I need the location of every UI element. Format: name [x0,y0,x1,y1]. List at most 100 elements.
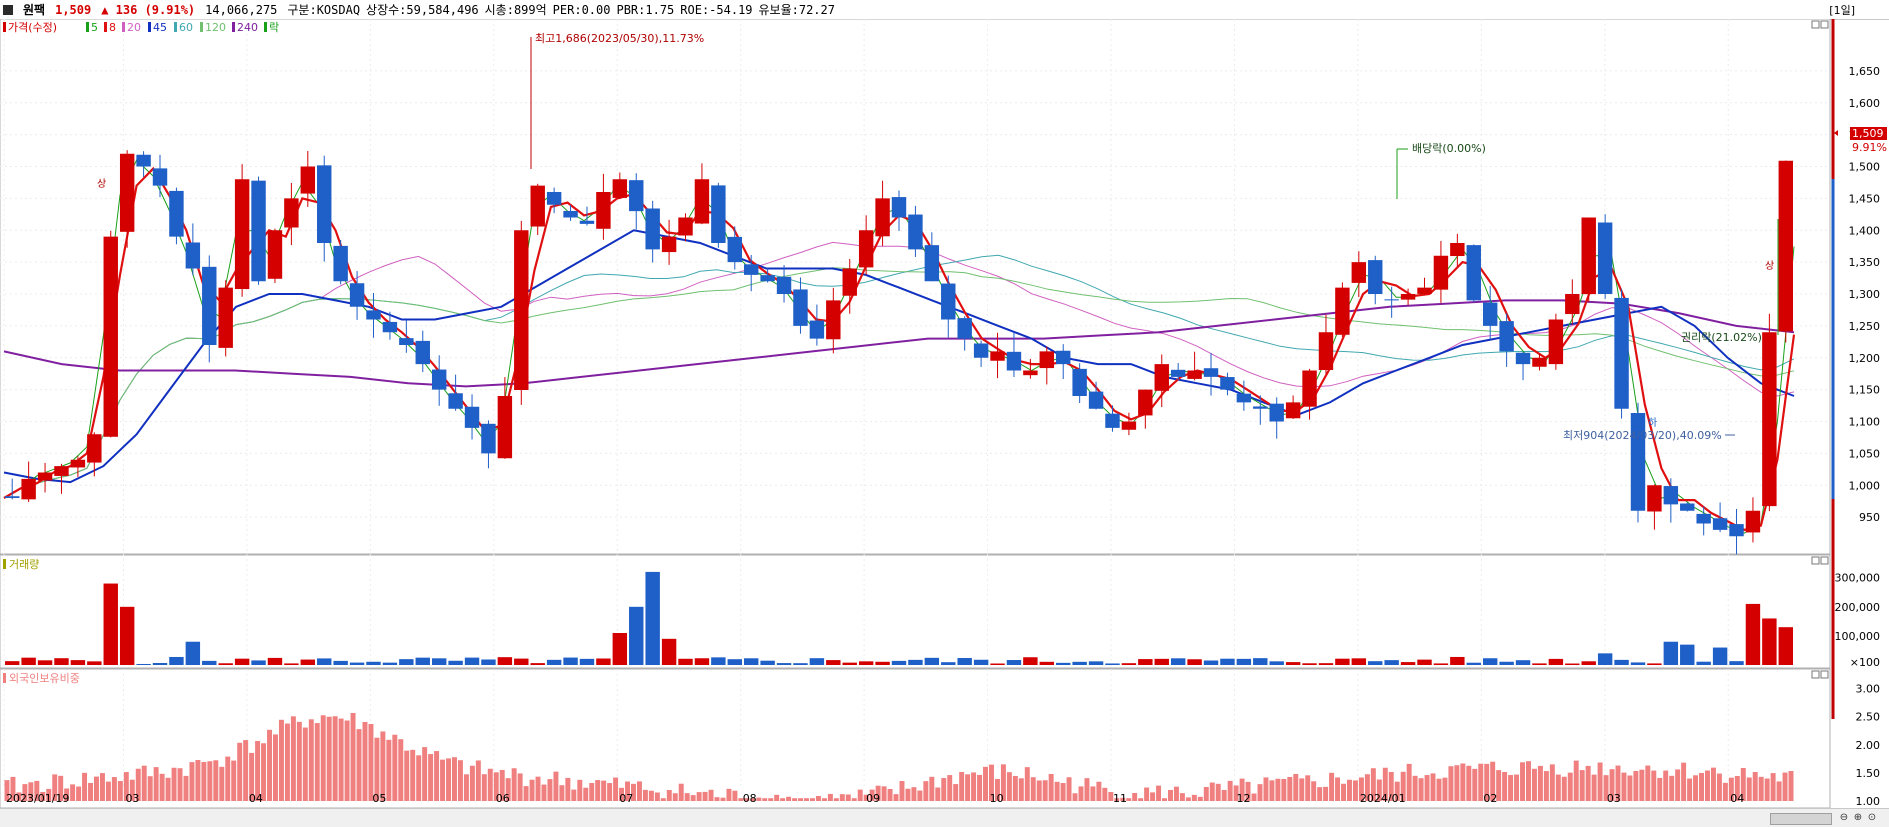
bottom-scrollbar[interactable]: ⊖ ⊕ ⊙ [0,808,1889,827]
volume-bar [464,657,480,665]
volume-bar [103,583,118,665]
price-tag-box [1850,127,1887,140]
legend-ma45: 45 [153,21,167,34]
foreign-bar [1287,776,1293,801]
foreign-legend: 외국인보유비중 [3,672,80,685]
foreign-bar [1012,775,1018,801]
foreign-bar [815,796,821,801]
volume-bar [1499,661,1514,665]
foreign-bar [428,754,434,801]
foreign-bar [1776,781,1782,801]
foreign-bar [231,760,237,801]
candle-body [793,289,808,326]
candle-body [21,478,36,500]
legend-ma120: 120 [205,21,226,34]
candle-body [661,236,677,253]
zoom-in-icon[interactable]: ⊕ [1853,812,1863,823]
foreign-bar [1084,778,1090,801]
foreign-bar [183,775,189,801]
foreign-bar [1352,780,1358,801]
foreign-bar [1585,765,1591,801]
zoom-out-icon[interactable]: ⊖ [1839,812,1849,823]
volume-bar [1680,644,1695,665]
volume-bar [1203,660,1219,665]
foreign-bar [1549,764,1555,801]
foreign-bar [517,773,523,801]
foreign-bar [714,797,720,801]
foreign-bar [863,794,869,801]
foreign-bar [225,756,231,801]
maximize-icon[interactable] [1811,556,1820,565]
foreign-bar [690,795,696,801]
foreign-bar [362,721,368,801]
high-annotation: 최고1,686(2023/05/30),11.73% [535,32,704,45]
legend-ma5: 5 [91,21,98,34]
foreign-bar [52,774,58,801]
foreign-bar [4,780,10,801]
foreign-tick-label: 1.00 [1856,795,1881,808]
foreign-bar [123,772,129,801]
volume-bar [645,571,660,665]
volume-bar [1302,663,1317,665]
foreign-panel-controls[interactable] [1811,670,1829,679]
volume-bar [1039,661,1055,665]
pbr-value: PBR:1.75 [616,2,675,17]
price-panel-controls[interactable] [1811,20,1829,29]
maximize-icon[interactable] [1811,670,1820,679]
volume-bar [1647,663,1662,665]
volume-bar [1400,662,1416,665]
foreign-bar [881,786,887,801]
foreign-bar [798,798,804,801]
candle-body [1532,357,1547,367]
price-tick-label: 1,450 [1849,192,1881,205]
foreign-bar [595,780,601,801]
candle-body [530,185,545,227]
foreign-bar [1722,782,1728,801]
candle-body [1351,262,1367,283]
last-price-tag: 1,509 9.91% [1834,127,1887,154]
foreign-bar [732,790,738,801]
roe-value: ROE:-54.19 [680,2,753,17]
candle-body [1712,518,1728,530]
candle-body [546,191,562,205]
foreign-bar [1758,776,1764,801]
foreign-bar [1597,762,1603,801]
foreign-bar [1526,761,1531,801]
volume-bar [858,661,874,665]
volume-bar [1335,658,1350,665]
maximize-icon[interactable] [1811,20,1820,29]
volume-bar [743,658,759,665]
close-icon[interactable] [1820,20,1829,29]
close-icon[interactable] [1820,556,1829,565]
volume-bar [973,659,989,665]
volume-bar [678,658,693,665]
period-selector[interactable]: [1일] [1829,4,1855,17]
candle-body [70,459,86,468]
volume-panel-controls[interactable] [1811,556,1829,565]
foreign-bar [344,720,350,801]
foreign-bar [1215,783,1221,801]
foreign-tick-label: 2.50 [1856,711,1881,724]
volume-bar [612,633,628,665]
zoom-reset-icon[interactable]: ⊙ [1867,812,1877,823]
foreign-bar [422,747,428,801]
foreign-bar [255,740,261,801]
foreign-bar [1770,773,1776,801]
foreign-bar [678,783,684,801]
candle-body [300,166,316,194]
volume-bar [1056,662,1071,665]
foreign-bar [1281,778,1287,801]
foreign-bar [201,761,207,801]
foreign-bar [738,798,744,801]
candle-body [1466,245,1481,301]
stock-name[interactable]: 원팩 [23,3,46,17]
foreign-bar [308,719,314,801]
candle-body [743,264,759,275]
candle-body [431,369,447,390]
candle-body [169,190,184,237]
foreign-bar [786,796,792,801]
reserve-ratio: 유보율:72.27 [758,3,835,17]
close-icon[interactable] [1820,670,1829,679]
scrollbar-thumb[interactable] [1770,813,1832,825]
foreign-bar [660,798,666,801]
